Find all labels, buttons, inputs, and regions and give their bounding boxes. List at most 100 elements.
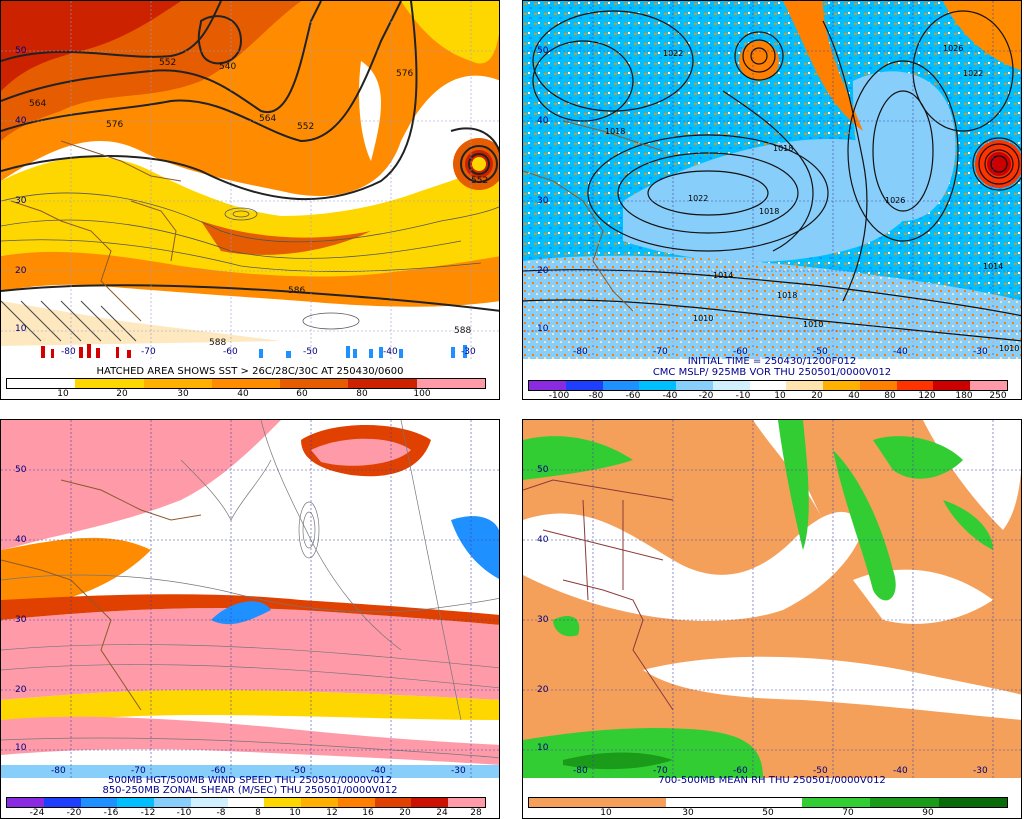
- colorbar-tick: -12: [140, 808, 156, 818]
- map-mean-rh: [523, 420, 1021, 778]
- colorbar-tick: 12: [326, 808, 338, 818]
- colorbar-tick: -24: [29, 808, 45, 818]
- panel-caption: HATCHED AREA SHOWS SST > 26C/28C/30C AT …: [96, 366, 404, 377]
- contour-label: 552: [159, 58, 176, 68]
- latitude-label: 10: [537, 743, 549, 753]
- longitude-label: -40: [893, 766, 908, 776]
- colorbar-tick: 10: [774, 391, 786, 400]
- colorbar-tick: 24: [436, 808, 448, 818]
- colorbar-swatch: [448, 798, 485, 807]
- colorbar-swatch: [337, 798, 375, 807]
- longitude-label: -70: [141, 347, 156, 357]
- colorbar-swatch: [80, 798, 118, 807]
- colorbar-swatch: [733, 798, 803, 807]
- colorbar-swatch: [529, 381, 566, 390]
- colorbar-tick: 30: [682, 808, 694, 818]
- colorbar-ticks: 10 30 50 70 90: [528, 808, 1006, 818]
- colorbar-ticks: -100 -80 -60 -40 -20 -10 10 20 40 80 120…: [528, 391, 1007, 400]
- colorbar-swatch: [416, 379, 485, 388]
- colorbar-swatch: [639, 381, 677, 390]
- isobar-label: 1018: [777, 291, 797, 300]
- panel-caption: 500MB HGT/500MB WIND SPEED THU 250501/00…: [107, 775, 393, 786]
- longitude-label: -80: [61, 347, 76, 357]
- contour-label: 540: [219, 62, 236, 72]
- isobar-label: 1018: [759, 207, 779, 216]
- isobar-label: 1018: [773, 144, 793, 153]
- colorbar-swatch: [712, 381, 750, 390]
- colorbar-tick: 100: [413, 389, 431, 399]
- colorbar-swatch: [565, 381, 603, 390]
- colorbar-tick: -80: [588, 391, 604, 400]
- latitude-label: 50: [537, 465, 549, 475]
- colorbar-tick: 10: [289, 808, 301, 818]
- colorbar-swatch: [190, 798, 228, 807]
- map-500mb-height: 552 540 564 576 552 564 576 552 586 588 …: [1, 1, 499, 361]
- colorbar-tick: -40: [662, 391, 678, 400]
- longitude-label: -50: [813, 766, 828, 776]
- isobar-label: 1022: [688, 194, 708, 203]
- colorbar-tick: 20: [116, 389, 128, 399]
- longitude-label: -60: [223, 347, 238, 357]
- latitude-label: 20: [537, 266, 549, 276]
- contour-label: 576: [106, 120, 123, 130]
- colorbar-tick: -8: [216, 808, 226, 818]
- colorbar-swatch: [154, 798, 191, 807]
- contour-label: 564: [259, 114, 276, 124]
- colorbar-swatch: [374, 798, 412, 807]
- latitude-label: 30: [15, 196, 27, 206]
- colorbar-tick: -16: [103, 808, 119, 818]
- contour-label: 552: [471, 176, 488, 186]
- colorbar: [528, 797, 1008, 808]
- colorbar-swatch: [211, 379, 281, 388]
- colorbar-tick: 16: [362, 808, 374, 818]
- latitude-label: 40: [537, 116, 549, 126]
- colorbar-swatch: [823, 381, 860, 390]
- colorbar-swatch: [597, 798, 666, 807]
- isobar-label: 1010: [999, 344, 1019, 353]
- colorbar-swatch: [870, 798, 939, 807]
- isobar-label: 1022: [963, 69, 983, 78]
- colorbar-swatch: [280, 379, 349, 388]
- colorbar-tick: 80: [884, 391, 896, 400]
- longitude-label: -30: [451, 766, 466, 776]
- colorbar-swatch: [529, 798, 598, 807]
- colorbar-tick: -10: [176, 808, 192, 818]
- longitude-label: -80: [573, 347, 588, 357]
- latitude-label: 40: [15, 116, 27, 126]
- latitude-label: 50: [15, 46, 27, 56]
- colorbar-tick: 40: [237, 389, 249, 399]
- latitude-label: 20: [15, 685, 27, 695]
- colorbar-swatch: [938, 798, 1007, 807]
- longitude-label: -50: [291, 766, 306, 776]
- colorbar-tick: -100: [548, 391, 570, 400]
- colorbar-swatch: [143, 379, 212, 388]
- colorbar-tick: 180: [955, 391, 973, 400]
- colorbar-tick: 8: [255, 808, 261, 818]
- contour-label: 588: [209, 338, 226, 348]
- longitude-label: -60: [733, 347, 748, 357]
- isobar-label: 1010: [693, 314, 713, 323]
- latitude-label: 30: [537, 615, 549, 625]
- colorbar-tick: 30: [177, 389, 189, 399]
- colorbar-swatch: [7, 379, 76, 388]
- colorbar-tick: 90: [922, 808, 934, 818]
- colorbar-swatch: [348, 379, 417, 388]
- longitude-label: -30: [973, 766, 988, 776]
- isobar-label: 1010: [803, 320, 823, 329]
- longitude-label: -40: [893, 347, 908, 357]
- panel-mean-rh: 50 40 30 20 10 -80 -70 -60 -50 -40 -30 7…: [522, 419, 1022, 819]
- latitude-label: 50: [15, 465, 27, 475]
- longitude-label: -70: [653, 347, 668, 357]
- latitude-label: 10: [15, 324, 27, 334]
- longitude-label: -60: [733, 766, 748, 776]
- contour-label: 564: [29, 99, 46, 109]
- longitude-label: -80: [51, 766, 66, 776]
- panel-caption: 700-500MB MEAN RH THU 250501/0000V012: [658, 775, 886, 786]
- panel-caption: CMC MSLP/ 925MB VOR THU 250501/0000V012: [652, 367, 892, 378]
- longitude-label: -80: [573, 766, 588, 776]
- panel-500mb-wind-shear: 50 40 30 20 10 -80 -70 -60 -50 -40 -30 5…: [0, 419, 500, 819]
- colorbar-tick: 40: [848, 391, 860, 400]
- map-mslp-vorticity: 1022 1026 1022 1018 1018 1022 1026 1018 …: [523, 1, 1021, 359]
- isobar-label: 1026: [943, 44, 963, 53]
- map-zonal-shear: [1, 420, 499, 778]
